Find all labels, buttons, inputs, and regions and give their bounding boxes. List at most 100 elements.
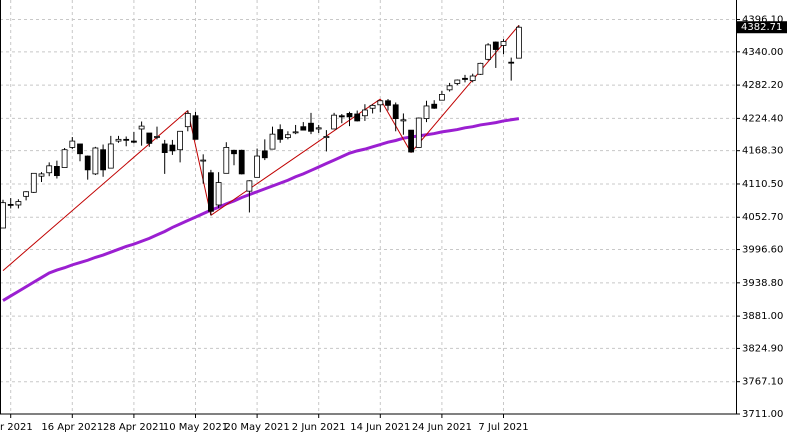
candle-body (415, 117, 422, 148)
candle-body (284, 134, 291, 139)
candle-body (38, 173, 45, 177)
candle-body (154, 136, 160, 138)
candle-body (246, 180, 253, 192)
candle-body (400, 119, 407, 122)
candle-body (61, 149, 68, 168)
candle-body (184, 113, 191, 128)
moving-average (2, 117, 520, 302)
current-price-label: 4382.71 (741, 22, 782, 33)
candle-body (423, 105, 430, 120)
candle-body (107, 143, 114, 169)
candle-body (369, 104, 376, 109)
zigzag-segment (410, 25, 520, 153)
candle-body (485, 44, 492, 60)
candle-body (23, 191, 30, 197)
candle-body (215, 182, 222, 206)
candle-body (500, 41, 507, 46)
candle-body (223, 147, 230, 174)
candle-body (361, 109, 368, 117)
candle-body (392, 104, 399, 120)
candle-body (431, 103, 438, 109)
candle-body (508, 61, 515, 64)
y-tick-label: 3711.00 (742, 409, 783, 420)
candle-body (238, 149, 245, 175)
x-tick-label: 28 Apr 2021 (103, 422, 165, 433)
x-tick-label: 20 May 2021 (224, 422, 289, 433)
candle-body (300, 126, 307, 131)
candle-body (454, 79, 461, 84)
candle-body (84, 155, 91, 171)
candle-body (115, 138, 122, 142)
y-tick-label: 3996.60 (742, 245, 783, 256)
candle-body (308, 122, 314, 132)
x-tick-label: 14 Jun 2021 (350, 422, 410, 433)
y-tick-label: 3824.90 (742, 343, 783, 354)
y-tick-label: 4224.40 (742, 113, 783, 124)
candle-body (146, 132, 153, 144)
y-tick-label: 4110.50 (742, 179, 783, 190)
candle-body (292, 131, 299, 134)
candle-body (338, 115, 345, 118)
candle-body (315, 127, 322, 130)
candle-body (77, 143, 83, 155)
candle-body (408, 129, 415, 153)
y-tick-label: 4168.30 (742, 146, 783, 157)
candle-body (169, 144, 176, 152)
y-tick-label: 3938.80 (742, 278, 783, 289)
candle-body (446, 85, 453, 91)
candle-body (254, 155, 261, 178)
zigzag-segment (187, 110, 212, 216)
candle-body (0, 202, 6, 229)
x-tick-label: 2 Jun 2021 (292, 422, 346, 433)
candle-body (15, 201, 22, 206)
x-tick-label: 10 May 2021 (163, 422, 228, 433)
candle-body (46, 165, 53, 174)
y-tick-label: 4282.20 (742, 80, 783, 91)
candle-body (277, 129, 284, 140)
y-tick-label: 4396.10 (742, 15, 783, 26)
candle-body (69, 140, 76, 148)
candle-body (231, 149, 237, 155)
candle-body (331, 114, 338, 130)
zigzag-segment (210, 98, 381, 216)
candle-body (477, 62, 484, 75)
candle-body (200, 159, 207, 162)
x-tick-label: 16 Apr 2021 (41, 422, 103, 433)
candle-body (269, 133, 276, 150)
candle-body (30, 172, 37, 193)
candle-body (354, 113, 361, 122)
candle-body (469, 75, 476, 82)
candle-body (192, 115, 199, 140)
plot-border (0, 0, 737, 415)
candle-body (261, 150, 268, 159)
y-tick-label: 4340.00 (742, 47, 783, 58)
candle-body (438, 94, 445, 101)
candle-body (177, 130, 184, 151)
candle-body (7, 204, 14, 206)
candle-body (100, 149, 106, 171)
candle-body (323, 136, 330, 139)
candle-body (346, 113, 353, 118)
y-tick-label: 3767.10 (742, 377, 783, 388)
candle-body (492, 41, 499, 50)
candle-body (377, 100, 384, 106)
current-price-box (737, 21, 787, 34)
x-tick-label: 7 Jul 2021 (478, 422, 528, 433)
y-tick-label: 4052.70 (742, 212, 783, 223)
zigzag-segment (2, 110, 189, 272)
candle-body (138, 125, 145, 130)
grid (0, 0, 736, 414)
candle-body (123, 138, 130, 141)
y-tick-label: 3881.00 (742, 311, 783, 322)
candle-body (130, 140, 137, 143)
candle-body (92, 147, 99, 175)
candle-body (54, 166, 60, 177)
candle-body (161, 143, 168, 153)
plot-area (0, 25, 522, 302)
axes: 4396.10 4340.00 4282.20 4224.40 4168.30 4110.… (0, 15, 787, 433)
candle-body (462, 77, 468, 80)
x-tick-label: r 2021 (0, 422, 33, 433)
candle-body (385, 100, 391, 106)
candle-body (207, 172, 214, 212)
